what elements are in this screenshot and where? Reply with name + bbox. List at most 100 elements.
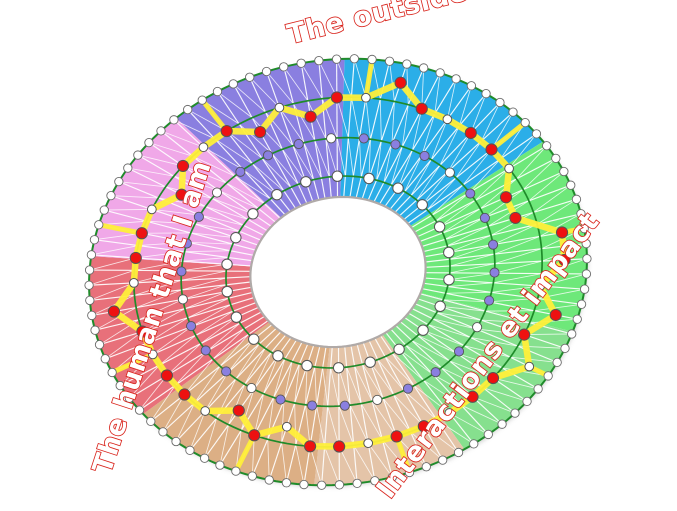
node-ring-0 bbox=[279, 62, 289, 72]
node-ring-0 bbox=[215, 460, 225, 470]
node-ring-0 bbox=[334, 480, 345, 490]
node-ring-3 bbox=[433, 221, 446, 233]
network-nodes bbox=[84, 54, 592, 490]
node-ring-0 bbox=[581, 269, 592, 279]
node-ring-0 bbox=[579, 284, 590, 294]
node-ring-0 bbox=[495, 97, 505, 108]
node-ring-3 bbox=[331, 170, 344, 182]
node-ring-3 bbox=[247, 208, 259, 220]
node-ring-2 bbox=[444, 167, 455, 178]
node-red-highlight bbox=[518, 328, 531, 341]
node-ring-3 bbox=[221, 285, 233, 298]
node-ring-0 bbox=[261, 66, 272, 77]
node-red-highlight bbox=[333, 440, 346, 453]
node-red-highlight bbox=[304, 110, 317, 123]
node-ring-1 bbox=[146, 204, 157, 215]
node-ring-1 bbox=[198, 142, 209, 153]
node-ring-0 bbox=[99, 205, 109, 215]
node-ring-0 bbox=[146, 416, 156, 427]
node-red-highlight bbox=[160, 369, 173, 382]
node-ring-1 bbox=[200, 406, 211, 416]
node-ring-0 bbox=[469, 439, 479, 449]
node-ring-0 bbox=[84, 265, 95, 275]
node-red-highlight bbox=[135, 227, 148, 240]
center-hole bbox=[249, 195, 427, 349]
node-ring-0 bbox=[199, 453, 210, 463]
node-ring-3 bbox=[248, 333, 260, 345]
node-ring-0 bbox=[387, 472, 397, 482]
node-ring-3 bbox=[416, 199, 428, 211]
node-ring-1 bbox=[504, 163, 514, 174]
center-hole-shape bbox=[249, 195, 427, 349]
node-ring-3 bbox=[230, 311, 243, 323]
node-ring-0 bbox=[115, 380, 125, 391]
node-red-highlight bbox=[136, 325, 149, 338]
node-ring-0 bbox=[183, 104, 193, 115]
node-blue bbox=[489, 267, 500, 278]
node-red-highlight bbox=[509, 211, 522, 225]
node-ring-2 bbox=[211, 187, 223, 198]
node-ring-1 bbox=[274, 102, 285, 113]
node-ring-0 bbox=[404, 467, 415, 478]
node-ring-0 bbox=[576, 299, 587, 309]
node-ring-0 bbox=[560, 343, 570, 354]
node-ring-3 bbox=[332, 362, 345, 374]
node-ring-0 bbox=[94, 220, 104, 230]
node-ring-0 bbox=[566, 180, 576, 190]
node-ring-0 bbox=[107, 367, 117, 378]
node-ring-2 bbox=[246, 382, 257, 394]
node-ring-0 bbox=[84, 280, 94, 290]
node-red-highlight bbox=[558, 253, 571, 267]
node-ring-0 bbox=[559, 166, 569, 177]
node-ring-0 bbox=[134, 405, 145, 415]
node-ring-0 bbox=[421, 462, 431, 472]
node-ring-1 bbox=[363, 438, 374, 449]
node-ring-3 bbox=[221, 258, 233, 270]
node-blue bbox=[262, 150, 274, 161]
node-ring-2 bbox=[177, 294, 188, 305]
node-ring-0 bbox=[581, 238, 591, 249]
node-blue bbox=[181, 238, 192, 249]
node-ring-0 bbox=[169, 115, 179, 125]
node-ring-1 bbox=[129, 278, 139, 288]
node-ring-0 bbox=[543, 371, 553, 381]
node-ring-0 bbox=[89, 235, 100, 245]
node-ring-0 bbox=[156, 126, 166, 136]
node-ring-0 bbox=[296, 58, 306, 68]
node-ring-0 bbox=[419, 63, 429, 73]
node-ring-1 bbox=[361, 92, 371, 103]
node-ring-0 bbox=[370, 476, 380, 486]
node-ring-2 bbox=[326, 133, 337, 144]
node-ring-2 bbox=[372, 394, 383, 406]
node-ring-0 bbox=[158, 427, 168, 437]
node-blue bbox=[358, 133, 369, 144]
node-blue bbox=[465, 188, 476, 199]
node-ring-0 bbox=[247, 471, 257, 481]
node-red-highlight bbox=[176, 159, 190, 173]
node-blue bbox=[200, 345, 211, 356]
node-ring-0 bbox=[542, 141, 552, 151]
node-ring-0 bbox=[481, 89, 491, 99]
node-red-highlight bbox=[232, 404, 245, 417]
node-blue bbox=[275, 394, 286, 405]
node-ring-0 bbox=[576, 209, 586, 219]
node-ring-0 bbox=[349, 54, 360, 64]
node-ring-0 bbox=[510, 408, 520, 418]
node-ring-0 bbox=[331, 54, 342, 64]
node-blue bbox=[479, 212, 490, 223]
node-red-highlight bbox=[466, 390, 479, 403]
node-ring-0 bbox=[508, 107, 518, 117]
node-ring-1 bbox=[535, 281, 546, 291]
node-ring-3 bbox=[363, 172, 375, 185]
node-ring-0 bbox=[86, 250, 97, 260]
node-ring-3 bbox=[443, 274, 455, 286]
node-ring-0 bbox=[483, 429, 493, 440]
node-ring-1 bbox=[281, 421, 292, 432]
node-ring-2 bbox=[472, 322, 483, 333]
node-ring-0 bbox=[87, 310, 97, 321]
node-ring-0 bbox=[94, 340, 105, 350]
node-ring-3 bbox=[434, 300, 446, 313]
node-ring-0 bbox=[367, 54, 377, 65]
node-ring-0 bbox=[531, 129, 542, 139]
